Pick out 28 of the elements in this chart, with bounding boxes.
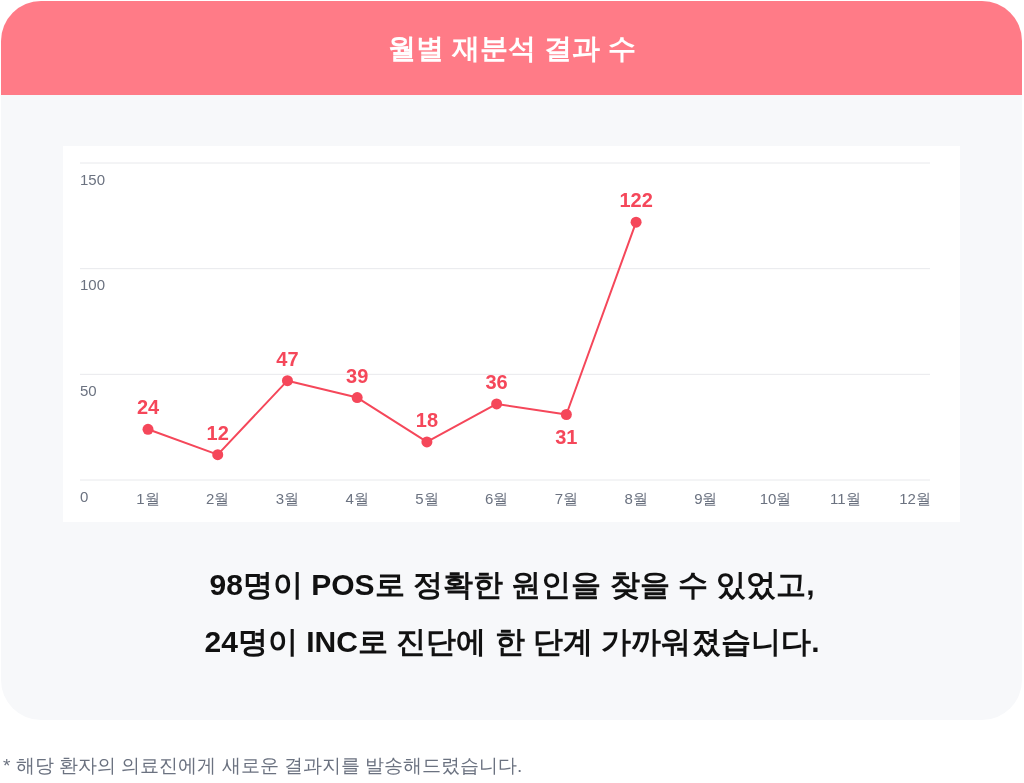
data-label: 31: [555, 426, 578, 449]
ytick: 50: [80, 381, 97, 399]
xtick: 7월: [554, 489, 579, 507]
xtick: 2월: [206, 489, 230, 507]
ytick: 150: [80, 170, 106, 188]
data-label: 12: [206, 421, 229, 444]
data-label: 18: [415, 408, 439, 431]
xtick: 10월: [759, 489, 792, 507]
xtick: 11월: [830, 489, 861, 507]
annotation: 24명이 INC로 진단에 한 단계 가까워졌습니다.: [204, 624, 820, 658]
data-label: 24: [136, 396, 160, 419]
xtick: 8월: [624, 489, 648, 507]
annotation: * 해당 환자의 의료진에게 새로운 결과지를 발송해드렸습니다.: [3, 754, 523, 776]
ytick: 100: [80, 276, 106, 294]
xtick: 9월: [694, 489, 718, 507]
data-label: 39: [346, 364, 369, 387]
xtick: 4월: [345, 489, 369, 507]
data-label: 47: [276, 347, 299, 370]
ytick: 0: [80, 487, 89, 505]
data-label: 36: [485, 370, 508, 393]
xtick: 6월: [484, 489, 509, 507]
xtick: 1월: [136, 489, 160, 507]
xtick: 5월: [415, 489, 439, 507]
xtick: 3월: [275, 489, 300, 507]
annotation: 98명이 POS로 정확한 원인을 찾을 수 있었고,: [209, 567, 815, 601]
data-label: 122: [619, 189, 653, 212]
title: 월별 재분석 결과 수: [388, 32, 636, 64]
xtick: 12월: [899, 489, 931, 507]
